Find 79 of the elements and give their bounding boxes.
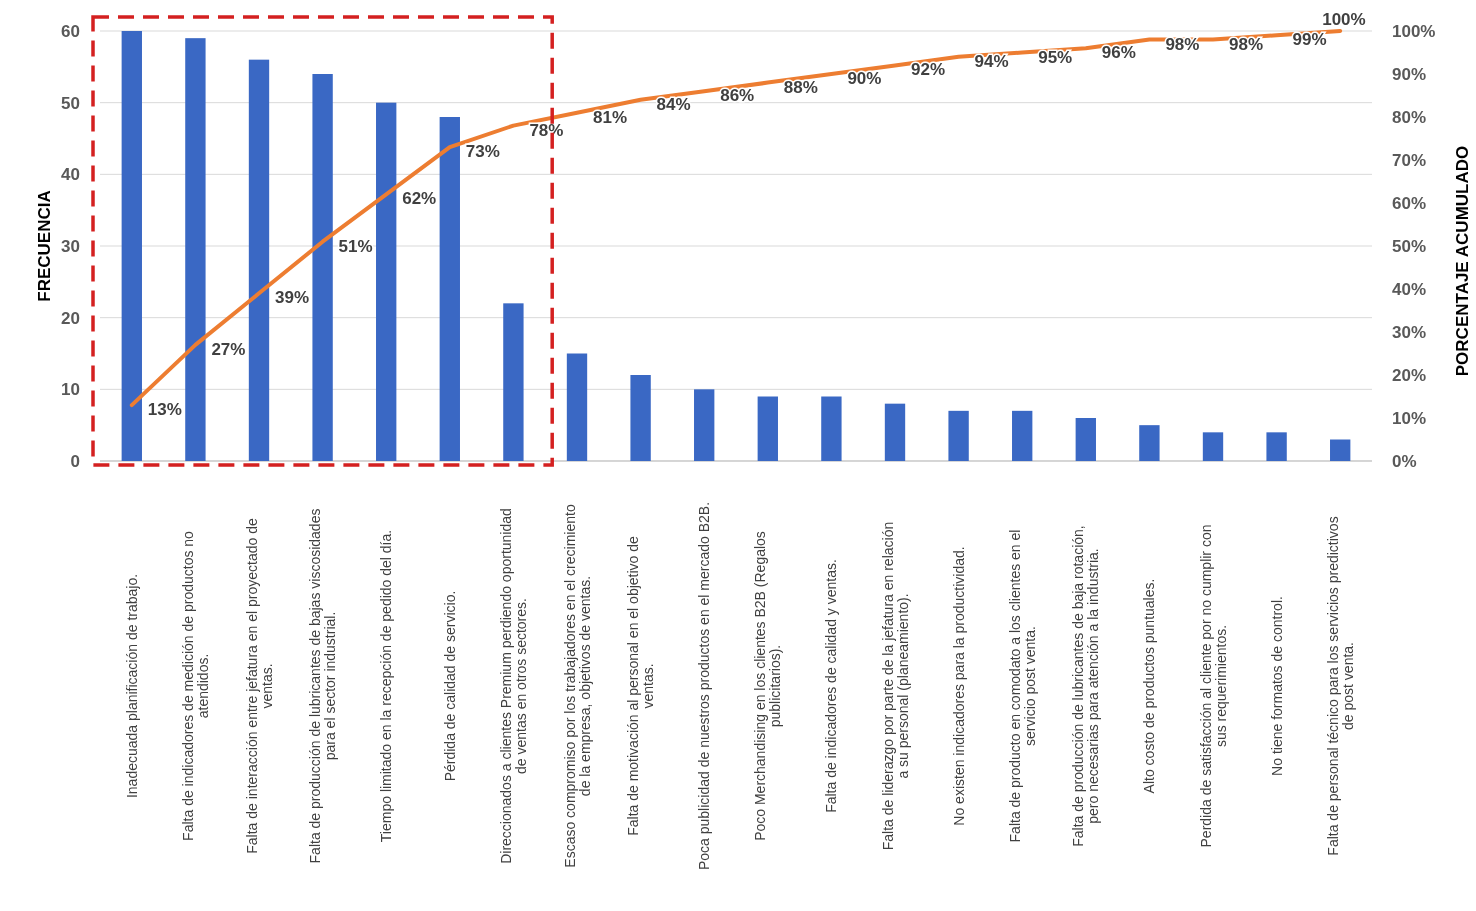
data-label: 95% (1038, 47, 1073, 67)
bar (439, 117, 460, 461)
bar (694, 389, 715, 461)
y2-tick-label: 60% (1392, 194, 1427, 213)
data-label: 90% (847, 69, 882, 88)
data-label: 86% (720, 86, 755, 106)
data-label: 88% (783, 77, 818, 97)
x-tick-label: Falta de producción de lubricantes de baja rotación, pero necesarias para atención a la industria. (1070, 525, 1102, 847)
data-label: 94% (974, 51, 1009, 71)
x-tick-label: Falta de motivación al personal en el objetivo de ventas. (625, 535, 657, 836)
bar (630, 375, 651, 461)
x-tick-label: Escaso compromiso por los trabajadores en el crecimiento de la empresa, objetivos de ventas. (561, 504, 593, 868)
bar (121, 31, 142, 461)
x-tick-label: No tiene formatos de control. (1268, 596, 1285, 776)
x-tick-label: No existen indicadores para la productividad. (950, 546, 967, 826)
x-tick-label: Direccionados a clientes Premium perdiendo oportunidad de ventas en otros sectores. (497, 508, 529, 864)
y-tick-label: 40 (61, 165, 80, 185)
data-label: 39% (275, 288, 310, 308)
y2-tick-label: 50% (1392, 237, 1427, 256)
x-tick-label: Falta de producto en comodato a los clientes en el servicio post venta. (1006, 529, 1038, 843)
y2-tick-label: 10% (1392, 409, 1427, 428)
x-tick-label: Falta de personal técnico para los servicios predictivos de post venta. (1324, 516, 1356, 856)
y-tick-label: 30 (61, 237, 80, 256)
data-label: 99% (1292, 30, 1327, 50)
x-tick-label: Poca publicidad de nuestros productos en el mercado B2B. (696, 501, 713, 871)
y2-axis-title: PORCENTAJE ACUMULADO (1453, 145, 1472, 377)
bar (312, 74, 333, 461)
y-axis-title: FRECUENCIA (35, 190, 54, 302)
x-tick-label: Falta de indicadores de medición de productos no atendidos. (179, 530, 211, 841)
x-tick-label: Tiempo limitado en la recepción de pedido del día. (378, 529, 395, 843)
y2-tick-label: 70% (1392, 151, 1427, 170)
y2-tick-label: 20% (1392, 366, 1427, 385)
x-tick-label: Falta de producción de lubricantes de bajas viscosidades para el sector industrial. (307, 508, 339, 864)
bar (376, 102, 397, 461)
x-tick-label: Inadecuada planificación de trabajo. (123, 573, 140, 799)
bar (821, 396, 842, 461)
y2-tick-label: 90% (1392, 65, 1427, 84)
x-tick-label: Alto costo de productos puntuales. (1141, 578, 1158, 794)
y-tick-label: 10 (61, 380, 80, 400)
y-tick-label: 0 (70, 452, 80, 471)
data-label: 84% (656, 94, 691, 114)
y2-tick-label: 30% (1392, 323, 1427, 342)
data-label: 27% (211, 339, 246, 359)
y-tick-label: 50 (61, 93, 80, 113)
bar (1075, 418, 1096, 461)
data-label: 96% (1101, 43, 1136, 63)
bar (757, 396, 778, 461)
y-tick-label: 60 (61, 22, 80, 41)
data-label: 92% (911, 60, 946, 80)
bar (185, 38, 206, 461)
x-tick-label: Poco Merchandising en los clientes B2B (Regalos publicitarios). (752, 531, 784, 841)
y-tick-label: 20 (61, 308, 80, 328)
data-label: 81% (593, 107, 628, 127)
data-label: 73% (465, 142, 500, 162)
bar (248, 59, 270, 461)
bar (1139, 425, 1160, 461)
x-tick-label: Pérdida de calidad de servicio. (441, 590, 458, 782)
data-label: 78% (529, 120, 564, 140)
bar (1202, 432, 1224, 461)
x-tick-label: Falta de indicadores de calidad y ventas. (823, 559, 840, 813)
x-tick-label: Falta de interacción entre jefatura en el proyectado de ventas. (243, 518, 275, 854)
data-label: 51% (338, 236, 373, 256)
data-label: 98% (1229, 34, 1264, 54)
bar (503, 303, 524, 461)
y2-tick-label: 0% (1392, 452, 1417, 471)
bar (1266, 432, 1287, 461)
y2-tick-label: 40% (1392, 280, 1427, 299)
x-tick-label: Falta de liderazgo por parte de la jefatura en relación a su personal (planeamiento). (879, 521, 911, 851)
x-tick-label: Perdida de satisfacción al cliente por no cumplir con sus requerimientos. (1197, 524, 1229, 848)
bar (884, 403, 906, 461)
data-label: 13% (147, 400, 182, 420)
bar (1330, 439, 1351, 461)
data-label: 100% (1322, 10, 1366, 29)
bar (1012, 410, 1033, 461)
bar (566, 353, 588, 461)
y2-tick-label: 100% (1392, 22, 1436, 41)
y2-tick-label: 80% (1392, 108, 1427, 127)
bar (948, 410, 969, 461)
data-label: 62% (402, 189, 437, 209)
